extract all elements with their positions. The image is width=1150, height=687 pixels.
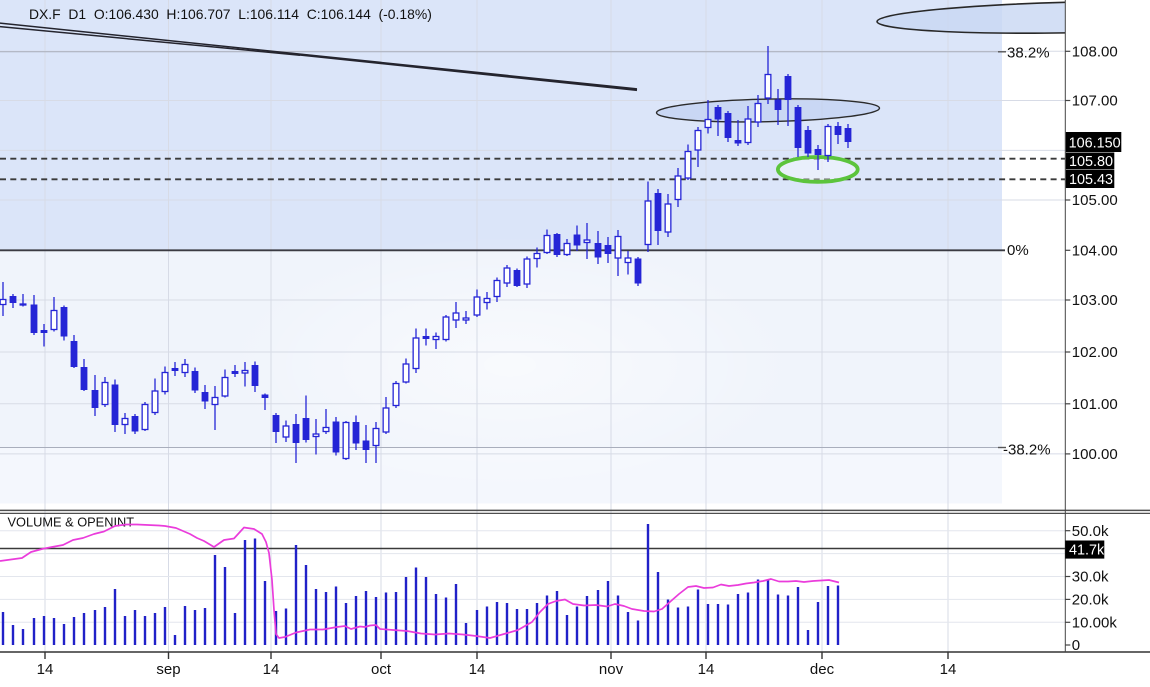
svg-text:107.00: 107.00 [1072, 93, 1118, 110]
svg-text:14: 14 [469, 661, 486, 678]
svg-text:30.0k: 30.0k [1072, 569, 1109, 586]
svg-text:20.0k: 20.0k [1072, 592, 1109, 609]
svg-text:nov: nov [599, 661, 624, 678]
svg-text:106.150: 106.150 [1069, 135, 1121, 151]
svg-text:103.00: 103.00 [1072, 292, 1118, 309]
svg-text:101.00: 101.00 [1072, 396, 1118, 413]
svg-text:DX.F D1 O:106.430 H:106.707: DX.F D1 O:106.430 H:106.707 L:106.114 C:… [29, 6, 432, 22]
svg-text:-38.2%: -38.2% [1003, 442, 1051, 459]
svg-text:dec: dec [810, 661, 835, 678]
svg-text:104.00: 104.00 [1072, 243, 1118, 260]
svg-text:0: 0 [1072, 637, 1080, 654]
svg-text:10.00k: 10.00k [1072, 615, 1118, 632]
svg-text:14: 14 [37, 661, 54, 678]
svg-text:38.2%: 38.2% [1007, 45, 1050, 62]
svg-text:105.43: 105.43 [1069, 172, 1113, 188]
svg-text:50.0k: 50.0k [1072, 523, 1109, 540]
svg-text:14: 14 [263, 661, 280, 678]
svg-text:108.00: 108.00 [1072, 44, 1118, 61]
svg-text:VOLUME & OPENINT: VOLUME & OPENINT [8, 514, 135, 529]
svg-text:100.00: 100.00 [1072, 446, 1118, 463]
svg-text:105.00: 105.00 [1072, 192, 1118, 209]
svg-text:14: 14 [698, 661, 715, 678]
svg-text:102.00: 102.00 [1072, 344, 1118, 361]
svg-text:oct: oct [371, 661, 392, 678]
svg-text:41.7k: 41.7k [1069, 543, 1105, 559]
svg-text:0%: 0% [1007, 242, 1029, 259]
svg-text:sep: sep [156, 661, 180, 678]
svg-text:14: 14 [940, 661, 957, 678]
svg-text:105.80: 105.80 [1069, 154, 1113, 170]
